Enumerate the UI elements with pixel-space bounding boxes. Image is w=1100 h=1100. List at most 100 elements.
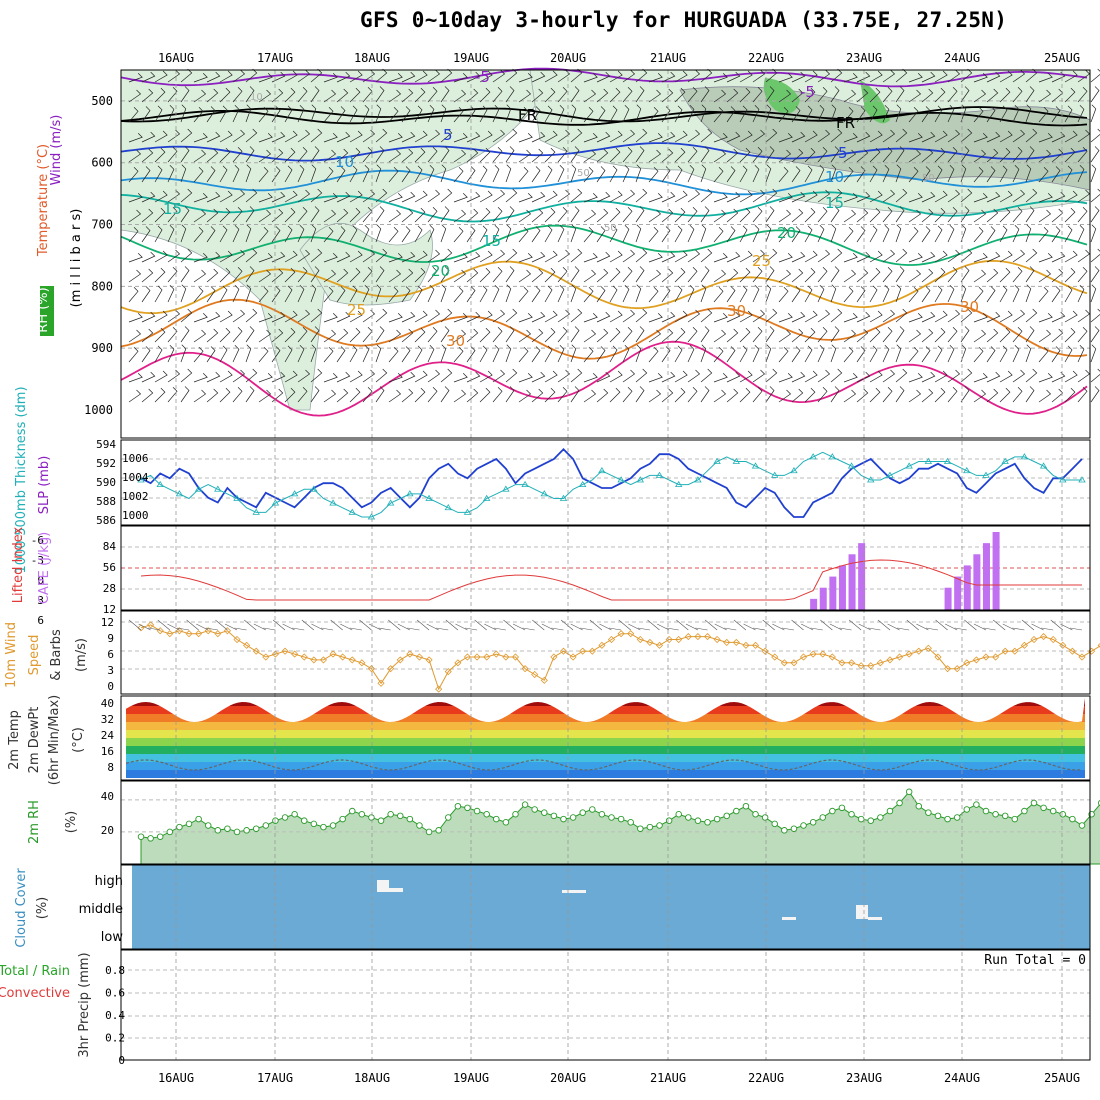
wind10-barbs-label: & Barbs	[49, 629, 64, 681]
wind-barb	[388, 89, 402, 103]
wind-barb	[453, 287, 464, 303]
thickness-point	[425, 494, 433, 501]
wind10-barb	[858, 623, 871, 631]
wind-barb	[713, 312, 728, 323]
cape-bar	[982, 543, 990, 610]
cloud-panel	[120, 864, 1091, 950]
wind-barb	[856, 328, 869, 343]
wind-barb	[232, 327, 243, 343]
wind-barb	[843, 227, 854, 243]
wind-barb	[596, 131, 611, 143]
wind-barb	[700, 248, 713, 263]
wind-barb	[843, 209, 857, 223]
wind-barb	[401, 311, 416, 323]
wind-barb	[492, 369, 506, 383]
rh2m-point	[685, 814, 692, 821]
wind-barb	[661, 88, 674, 103]
contour-label: 50	[922, 173, 935, 184]
wind-barb	[1025, 224, 1032, 243]
wind-barb	[635, 266, 645, 283]
wind10-point	[809, 650, 817, 658]
wind-barb	[1090, 164, 1097, 183]
wind-barb	[609, 165, 618, 183]
wind-barb	[518, 132, 533, 143]
wind-barb	[921, 106, 931, 123]
wind-barb	[154, 190, 168, 203]
day-label-bottom: 23AUG	[846, 1071, 882, 1085]
wind-barb	[700, 308, 713, 323]
wind10-barb	[570, 623, 583, 631]
wind-barb	[1012, 327, 1023, 343]
wind-barb	[297, 225, 305, 243]
wind-barb	[245, 344, 252, 363]
wind-barb	[648, 192, 663, 203]
wind-barb	[1012, 105, 1020, 123]
wind-barb	[310, 104, 317, 123]
wind-barb	[414, 147, 426, 163]
wind-barb	[661, 388, 674, 403]
wind-barb	[427, 105, 435, 123]
wind-barb	[999, 370, 1013, 383]
wind-barb	[375, 344, 382, 363]
wind-barb	[1038, 372, 1053, 383]
day-label-bottom: 17AUG	[257, 1071, 293, 1085]
wind-barb	[557, 309, 571, 323]
wind-barb	[323, 192, 338, 203]
wind-barb	[1064, 190, 1078, 203]
wind-barb	[960, 344, 967, 363]
wind-barb	[414, 207, 426, 223]
wind-barb	[401, 148, 414, 163]
wind-barb	[427, 207, 438, 223]
wind-barb	[1077, 105, 1085, 123]
wind-barb	[167, 267, 178, 283]
wind10-barb	[762, 619, 775, 631]
wind-barb	[908, 287, 919, 303]
wind-barb	[167, 87, 178, 103]
thickness-point	[886, 471, 894, 478]
wind-barb	[908, 252, 923, 263]
wind-barb	[310, 248, 323, 263]
wind-barb	[609, 147, 621, 163]
wind-barb	[271, 88, 284, 103]
rh2m-point	[1011, 815, 1019, 823]
wind-barb	[479, 327, 491, 343]
wind-barb	[713, 132, 728, 143]
thickness-point	[290, 490, 299, 497]
wind-barb	[882, 267, 893, 283]
wind-barb	[830, 224, 837, 243]
wind-barb	[830, 326, 840, 343]
wind-barb	[882, 105, 890, 123]
wind-barb	[700, 386, 710, 403]
wind-barb	[752, 105, 760, 123]
wind-barb	[544, 370, 558, 383]
wind10-barb	[916, 623, 929, 631]
wind10-barb	[493, 627, 506, 631]
wind-barb	[128, 192, 143, 203]
rh2m-point	[992, 811, 999, 818]
wind-barb	[505, 248, 518, 263]
rh2m-point	[617, 815, 625, 823]
wind10-point	[1030, 635, 1038, 644]
wind-barb	[245, 308, 258, 323]
wind10-point	[876, 659, 884, 667]
wind-barb	[843, 107, 854, 123]
slp-line	[140, 448, 1083, 518]
wind-barb	[973, 227, 984, 243]
wind-barb	[531, 388, 544, 403]
wind10-barb	[455, 623, 468, 631]
wind-barb	[570, 206, 580, 223]
wind-barb	[830, 368, 843, 383]
wind-barb	[869, 130, 883, 143]
wind-barb	[947, 345, 955, 363]
wind-barb	[219, 345, 228, 363]
wind-barb	[453, 227, 464, 243]
wind-barb	[739, 310, 753, 323]
wind-barb	[336, 71, 351, 83]
wind-barb	[778, 287, 789, 303]
wind-barb	[765, 344, 772, 363]
wind-barb	[661, 311, 676, 323]
wind10-point	[627, 630, 635, 638]
temp-unit-label: (°C)	[71, 727, 86, 753]
rh2m-point	[877, 814, 884, 821]
wind-barb	[583, 269, 597, 283]
